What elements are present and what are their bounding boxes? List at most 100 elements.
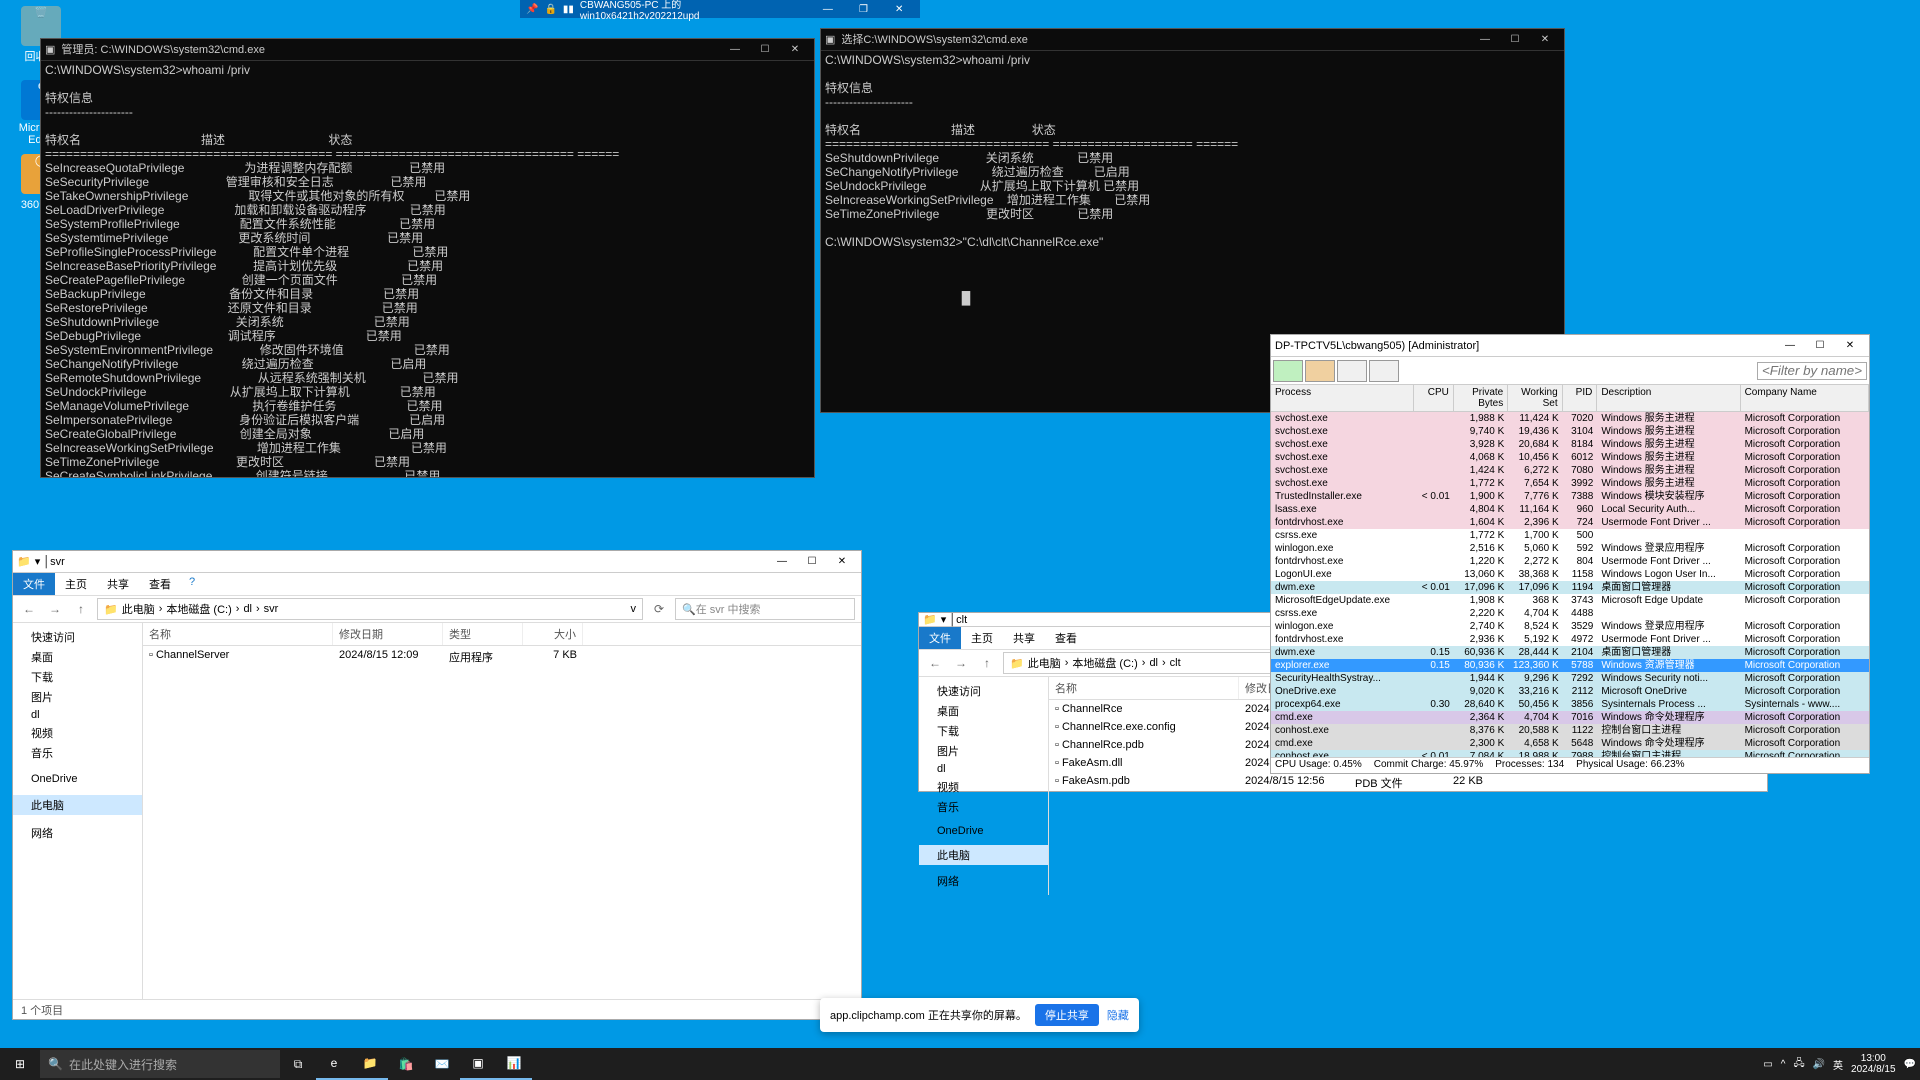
clock[interactable]: 13:00 2024/8/15 [1851,1053,1896,1075]
pin-icon[interactable]: 📌 [526,4,538,15]
process-row[interactable]: winlogon.exe2,516 K5,060 K592Windows 登录应… [1271,542,1869,555]
sidebar-dl[interactable]: dl [13,707,142,723]
task-store[interactable]: 🛍️ [388,1048,424,1080]
process-row[interactable]: csrss.exe2,220 K4,704 K4488 [1271,607,1869,620]
tray-chevron-icon[interactable]: ^ [1781,1059,1786,1070]
taskbar-search[interactable]: 🔍在此处键入进行搜索 [40,1050,280,1078]
network-icon[interactable]: 🖧 [1793,1056,1804,1073]
sidebar-dl[interactable]: dl [919,761,1048,777]
maximize-button[interactable]: ☐ [797,552,827,572]
task-cmd[interactable]: ▣ [460,1048,496,1080]
tab-file[interactable]: 文件 [919,627,961,649]
process-row[interactable]: svchost.exe1,772 K7,654 K3992Windows 服务主… [1271,477,1869,490]
system-tray[interactable]: ▭ ^ 🖧 🔊 英 13:00 2024/8/15 💬 [1763,1053,1920,1075]
sidebar-thispc[interactable]: 此电脑 [919,845,1048,865]
process-row[interactable]: TrustedInstaller.exe< 0.011,900 K7,776 K… [1271,490,1869,503]
up-button[interactable]: ↑ [71,599,91,619]
tab-view[interactable]: 查看 [139,573,181,595]
process-row[interactable]: winlogon.exe2,740 K8,524 K3529Windows 登录… [1271,620,1869,633]
sidebar-onedrive[interactable]: OneDrive [919,823,1048,839]
sidebar-downloads[interactable]: 下载 [13,667,142,687]
process-list[interactable]: svchost.exe1,988 K11,424 K7020Windows 服务… [1271,412,1869,757]
file-row[interactable]: ▫ FakeAsm.pdb2024/8/15 12:56PDB 文件22 KB [1049,772,1767,794]
sidebar-network[interactable]: 网络 [919,871,1048,891]
back-button[interactable]: ← [925,653,945,673]
sidebar-thispc[interactable]: 此电脑 [13,795,142,815]
lang-icon[interactable]: 英 [1833,1057,1843,1072]
back-button[interactable]: ← [19,599,39,619]
sidebar-videos[interactable]: 视频 [919,777,1048,797]
maximize-button[interactable]: ☐ [1805,336,1835,356]
minimize-button[interactable]: — [1470,30,1500,50]
process-row[interactable]: dwm.exe< 0.0117,096 K17,096 K1194桌面窗口管理器… [1271,581,1869,594]
minimize-button[interactable]: — [720,40,750,60]
close-button[interactable]: ✕ [827,552,857,572]
tab-file[interactable]: 文件 [13,573,55,595]
tab-share[interactable]: 共享 [97,573,139,595]
task-mail[interactable]: ✉️ [424,1048,460,1080]
cmd-admin-output[interactable]: C:\WINDOWS\system32>whoami /priv 特权信息 --… [41,61,814,477]
ime-icon[interactable]: ▭ [1763,1059,1772,1070]
explorer-svr-window[interactable]: 📁 ▾ │ svr — ☐ ✕ 文件 主页 共享 查看 ? ← → ↑ 📁 此电… [12,550,862,1020]
process-row[interactable]: svchost.exe4,068 K10,456 K6012Windows 服务… [1271,451,1869,464]
tab-home[interactable]: 主页 [55,573,97,595]
remote-minimize-button[interactable]: — [813,0,843,19]
file-list[interactable]: 名称 修改日期 类型 大小 ▫ ChannelServer 2024/8/15 … [143,623,861,999]
sidebar-quickaccess[interactable]: 快速访问 [13,627,142,647]
cmd-admin-titlebar[interactable]: ▣ 管理员: C:\WINDOWS\system32\cmd.exe — ☐ ✕ [41,39,814,61]
up-button[interactable]: ↑ [977,653,997,673]
explorer-svr-titlebar[interactable]: 📁 ▾ │ svr — ☐ ✕ [13,551,861,573]
tab-share[interactable]: 共享 [1003,627,1045,649]
forward-button[interactable]: → [45,599,65,619]
remote-close-button[interactable]: ✕ [884,0,914,19]
cmd-user-titlebar[interactable]: ▣ 选择C:\WINDOWS\system32\cmd.exe — ☐ ✕ [821,29,1564,51]
sidebar-network[interactable]: 网络 [13,823,142,843]
task-explorer[interactable]: 📁 [352,1048,388,1080]
minimize-button[interactable]: — [767,552,797,572]
process-row[interactable]: conhost.exe8,376 K20,588 K1122控制台窗口主进程Mi… [1271,724,1869,737]
refresh-button[interactable]: ⟳ [649,599,669,619]
remote-restore-button[interactable]: ❐ [849,0,879,19]
procexp-window[interactable]: DP-TPCTV5L\cbwang505) [Administrator] — … [1270,334,1870,774]
sidebar-music[interactable]: 音乐 [919,797,1048,817]
io-graph[interactable] [1337,360,1367,382]
process-row[interactable]: svchost.exe9,740 K19,436 K3104Windows 服务… [1271,425,1869,438]
taskview-icon[interactable]: ⧉ [280,1048,316,1080]
tab-home[interactable]: 主页 [961,627,1003,649]
start-button[interactable]: ⊞ [0,1048,40,1080]
process-row[interactable]: LogonUI.exe13,060 K38,368 K1158Windows L… [1271,568,1869,581]
process-row[interactable]: cmd.exe2,300 K4,658 K5648Windows 命令处理程序M… [1271,737,1869,750]
process-row[interactable]: cmd.exe2,364 K4,704 K7016Windows 命令处理程序M… [1271,711,1869,724]
file-row[interactable]: ▫ ChannelServer 2024/8/15 12:09 应用程序 7 K… [143,646,861,668]
filter-input[interactable] [1757,362,1867,380]
maximize-button[interactable]: ☐ [750,40,780,60]
procexp-titlebar[interactable]: DP-TPCTV5L\cbwang505) [Administrator] — … [1271,335,1869,357]
sidebar-downloads[interactable]: 下载 [919,721,1048,741]
process-row[interactable]: conhost.exe< 0.017,084 K18,988 K7988控制台窗… [1271,750,1869,757]
screen-share-bar[interactable]: app.clipchamp.com 正在共享你的屏幕。 停止共享 隐藏 [820,998,1139,1032]
process-row[interactable]: svchost.exe1,988 K11,424 K7020Windows 服务… [1271,412,1869,425]
stop-share-button[interactable]: 停止共享 [1035,1004,1099,1026]
process-row[interactable]: fontdrvhost.exe2,936 K5,192 K4972Usermod… [1271,633,1869,646]
process-row[interactable]: SecurityHealthSystray...1,944 K9,296 K72… [1271,672,1869,685]
sidebar-pictures[interactable]: 图片 [13,687,142,707]
cmd-admin-window[interactable]: ▣ 管理员: C:\WINDOWS\system32\cmd.exe — ☐ ✕… [40,38,815,478]
notifications-icon[interactable]: 💬 [1904,1059,1916,1070]
process-row[interactable]: explorer.exe0.1580,936 K123,360 K5788Win… [1271,659,1869,672]
address-input[interactable]: 📁 此电脑 › 本地磁盘 (C:) › dl › svr v [97,598,643,620]
phys-graph[interactable] [1369,360,1399,382]
close-button[interactable]: ✕ [1835,336,1865,356]
sidebar-pictures[interactable]: 图片 [919,741,1048,761]
search-input[interactable]: 🔍 在 svr 中搜索 [675,598,855,620]
process-row[interactable]: OneDrive.exe9,020 K33,216 K2112Microsoft… [1271,685,1869,698]
process-row[interactable]: svchost.exe1,424 K6,272 K7080Windows 服务主… [1271,464,1869,477]
help-icon[interactable]: ? [181,573,203,595]
sidebar-desktop[interactable]: 桌面 [13,647,142,667]
process-row[interactable]: fontdrvhost.exe1,604 K2,396 K724Usermode… [1271,516,1869,529]
hide-share-button[interactable]: 隐藏 [1107,1007,1129,1023]
minimize-button[interactable]: — [1775,336,1805,356]
process-row[interactable]: MicrosoftEdgeUpdate.exe1,908 K368 K3743M… [1271,594,1869,607]
process-row[interactable]: svchost.exe3,928 K20,684 K8184Windows 服务… [1271,438,1869,451]
procexp-column-header[interactable]: Process CPU Private Bytes Working Set PI… [1271,385,1869,412]
tab-view[interactable]: 查看 [1045,627,1087,649]
